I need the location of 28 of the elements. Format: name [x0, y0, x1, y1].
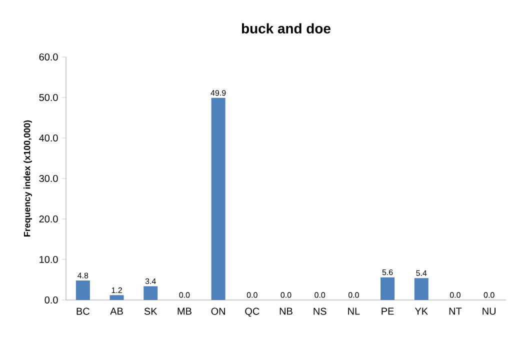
bar: [144, 286, 158, 300]
y-tick-label: 20.0: [39, 215, 58, 223]
x-tick-label: SK: [144, 308, 158, 315]
x-tick-label: NL: [348, 308, 360, 315]
x-tick-label: NB: [280, 308, 292, 315]
y-tick-label: 0.0: [44, 296, 58, 304]
x-tick-label: ON: [211, 308, 225, 315]
y-axis-title: Frequency index (x100,000): [24, 120, 32, 236]
x-tick-label: MB: [178, 308, 192, 315]
y-tick-label: 10.0: [40, 256, 58, 264]
y-tick-label: 30.0: [39, 174, 58, 182]
bar: [110, 295, 124, 300]
x-tick-label: NT: [449, 308, 462, 315]
x-tick-label: AB: [110, 308, 123, 315]
y-tick-label: 40.0: [39, 134, 58, 142]
x-tick-label: NU: [482, 308, 496, 315]
bar: [211, 98, 226, 300]
x-tick-label: NS: [314, 308, 326, 315]
x-tick-label: YK: [414, 308, 428, 315]
x-tick-label: BC: [76, 308, 90, 315]
y-tick-label: 50.0: [39, 94, 58, 102]
y-tick-label: 60.0: [39, 53, 58, 61]
bar: [414, 278, 428, 300]
x-tick-label: QC: [245, 308, 260, 317]
x-tick-label: PE: [382, 308, 394, 315]
chart-title: buck and doe: [242, 23, 330, 34]
bar: [76, 280, 90, 300]
bar: [380, 277, 395, 300]
